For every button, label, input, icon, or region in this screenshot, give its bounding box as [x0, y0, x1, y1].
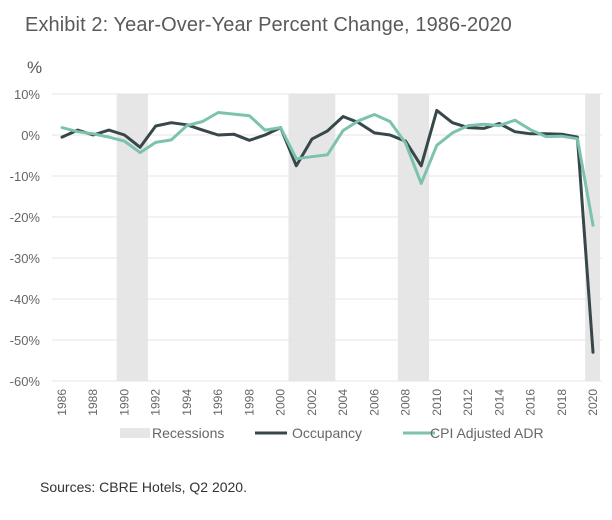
y-tick-label: -60% — [10, 374, 41, 389]
y-tick-label: 0% — [21, 128, 40, 143]
legend-swatch-recession — [120, 428, 150, 438]
x-tick-label: 2000 — [274, 389, 288, 416]
y-axis-unit-label: % — [27, 58, 43, 77]
chart-title: Exhibit 2: Year-Over-Year Percent Change… — [25, 14, 512, 36]
legend: Recessions Occupancy CPI Adjusted ADR — [120, 425, 544, 441]
x-tick-label: 2008 — [399, 389, 413, 416]
legend-item-recessions: Recessions — [120, 425, 224, 441]
recession-band — [116, 94, 148, 381]
x-tick-label: 2012 — [461, 389, 475, 416]
y-axis-ticks: 10% 0% -10% -20% -30% -40% -50% -60% — [10, 87, 41, 389]
y-tick-label: -50% — [10, 333, 41, 348]
cpi-adjusted-adr-line — [60, 111, 595, 227]
occupancy-line — [60, 108, 595, 354]
series-lines — [60, 108, 595, 354]
y-tick-label: 10% — [14, 87, 40, 102]
x-tick-label: 1988 — [86, 389, 100, 416]
legend-label: Occupancy — [292, 425, 362, 441]
x-tick-label: 2010 — [430, 389, 444, 416]
x-tick-label: 2020 — [586, 389, 600, 416]
x-tick-label: 2004 — [336, 389, 350, 416]
x-tick-label: 1990 — [117, 389, 131, 416]
x-tick-label: 2018 — [555, 389, 569, 416]
x-tick-label: 2014 — [492, 389, 506, 416]
y-tick-label: -40% — [10, 292, 41, 307]
x-tick-label: 1996 — [211, 389, 225, 416]
x-tick-label: 2016 — [524, 389, 538, 416]
recession-band — [288, 94, 336, 381]
y-tick-label: -10% — [10, 169, 41, 184]
legend-label: Recessions — [152, 425, 224, 441]
x-axis-ticks: 1986 1988 1990 1992 1994 1996 1998 2000 2002 2004… — [55, 389, 600, 416]
x-tick-label: 2006 — [367, 389, 381, 416]
x-tick-label: 1998 — [242, 389, 256, 416]
source-note: Sources: CBRE Hotels, Q2 2020. — [40, 479, 247, 495]
legend-label: CPI Adjusted ADR — [430, 425, 544, 441]
recession-bands — [116, 94, 600, 381]
gridlines — [52, 93, 602, 382]
x-tick-label: 1992 — [149, 389, 163, 416]
x-tick-label: 1994 — [180, 389, 194, 416]
y-tick-label: -20% — [10, 210, 41, 225]
y-tick-label: -30% — [10, 251, 41, 266]
line-chart: 10%0%-10%-20%-30%-40%-50%-60% 1986 1988 19… — [10, 87, 602, 441]
legend-item-cpi-adjusted-adr: CPI Adjusted ADR — [403, 425, 544, 441]
x-tick-label: 1986 — [55, 389, 69, 416]
legend-item-occupancy: Occupancy — [255, 425, 362, 441]
x-tick-label: 2002 — [305, 389, 319, 416]
